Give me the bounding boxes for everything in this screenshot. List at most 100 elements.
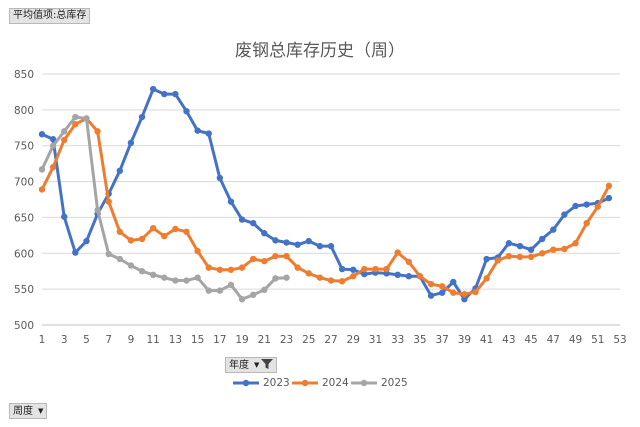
x-tick-label: 45 bbox=[524, 334, 537, 346]
y-tick-label: 500 bbox=[14, 320, 34, 332]
data-point-2024 bbox=[305, 270, 312, 277]
x-tick-label: 49 bbox=[569, 334, 582, 346]
x-tick-label: 1 bbox=[39, 334, 46, 346]
data-point-2023 bbox=[83, 237, 90, 245]
data-point-2023 bbox=[550, 226, 557, 233]
data-point-2024 bbox=[138, 235, 146, 243]
y-tick-label: 600 bbox=[14, 248, 34, 260]
data-point-2024 bbox=[294, 264, 301, 271]
x-tick-label: 29 bbox=[347, 334, 360, 346]
x-tick-label: 11 bbox=[146, 334, 159, 346]
series-line-2025 bbox=[40, 115, 288, 301]
data-point-2024 bbox=[105, 198, 112, 205]
x-tick-label: 23 bbox=[280, 334, 293, 346]
data-point-2025 bbox=[249, 291, 257, 299]
data-point-2024 bbox=[49, 164, 57, 171]
data-point-2023 bbox=[461, 295, 468, 303]
legend-item-2024: 2024 bbox=[291, 376, 351, 390]
data-point-2024 bbox=[483, 275, 490, 282]
x-tick-label: 7 bbox=[105, 334, 112, 346]
data-point-2023 bbox=[561, 211, 568, 218]
year-field-label: 年度 bbox=[229, 360, 249, 371]
legend-item-2025: 2025 bbox=[350, 376, 410, 390]
data-point-2025 bbox=[38, 166, 46, 173]
x-tick-label: 27 bbox=[324, 334, 337, 346]
data-point-2024 bbox=[494, 257, 501, 264]
x-tick-label: 5 bbox=[83, 334, 90, 346]
data-point-2024 bbox=[249, 255, 257, 263]
data-point-2024 bbox=[416, 273, 424, 280]
data-point-2024 bbox=[461, 290, 468, 298]
y-tick-label: 750 bbox=[14, 141, 34, 153]
filter-icon bbox=[261, 359, 274, 369]
data-point-2025 bbox=[227, 281, 235, 289]
data-point-2024 bbox=[183, 228, 190, 235]
y-tick-label: 800 bbox=[14, 105, 34, 117]
legend-label: 2025 bbox=[381, 377, 408, 389]
x-tick-label: 13 bbox=[169, 334, 182, 346]
data-point-2024 bbox=[338, 278, 346, 285]
data-point-2024 bbox=[350, 273, 357, 280]
data-point-2024 bbox=[327, 277, 335, 284]
legend-swatch bbox=[233, 379, 259, 387]
x-tick-label: 51 bbox=[591, 334, 604, 346]
data-point-2025 bbox=[61, 128, 68, 135]
data-point-2024 bbox=[227, 266, 235, 273]
data-point-2023 bbox=[183, 108, 190, 115]
data-point-2024 bbox=[527, 253, 535, 261]
data-point-2023 bbox=[261, 230, 268, 237]
data-point-2023 bbox=[438, 289, 446, 296]
data-point-2025 bbox=[149, 271, 157, 278]
data-point-2023 bbox=[272, 237, 279, 244]
data-point-2023 bbox=[227, 198, 235, 205]
data-point-2023 bbox=[505, 240, 513, 247]
data-point-2024 bbox=[550, 246, 557, 253]
data-point-2025 bbox=[205, 287, 212, 294]
data-point-2025 bbox=[83, 115, 90, 122]
data-point-2023 bbox=[361, 270, 368, 278]
data-point-2024 bbox=[172, 225, 179, 233]
data-point-2025 bbox=[94, 207, 101, 214]
data-point-2024 bbox=[38, 186, 46, 193]
x-tick-label: 37 bbox=[435, 334, 448, 346]
data-point-2024 bbox=[405, 258, 413, 266]
data-point-2023 bbox=[572, 202, 579, 210]
data-point-2023 bbox=[138, 113, 146, 121]
data-point-2025 bbox=[183, 277, 190, 284]
data-point-2025 bbox=[72, 113, 79, 121]
data-point-2025 bbox=[138, 268, 146, 275]
data-point-2024 bbox=[361, 265, 368, 273]
data-point-2024 bbox=[149, 224, 157, 232]
data-point-2024 bbox=[205, 264, 212, 271]
data-point-2024 bbox=[238, 264, 246, 271]
data-point-2024 bbox=[438, 283, 446, 290]
data-point-2024 bbox=[583, 219, 590, 227]
data-point-2023 bbox=[394, 271, 401, 278]
x-tick-label: 39 bbox=[458, 334, 471, 346]
year-field-button[interactable]: 年度 ▼ bbox=[225, 357, 278, 373]
data-point-2024 bbox=[505, 252, 513, 260]
data-point-2025 bbox=[238, 295, 246, 303]
dropdown-arrow-icon: ▼ bbox=[38, 407, 44, 415]
data-point-2024 bbox=[61, 136, 68, 144]
legend-swatch bbox=[292, 379, 318, 387]
data-point-2023 bbox=[38, 131, 46, 138]
data-point-2024 bbox=[72, 121, 79, 128]
data-point-2025 bbox=[272, 275, 279, 282]
x-tick-label: 33 bbox=[391, 334, 404, 346]
legend-swatch bbox=[351, 379, 377, 387]
x-tick-label: 25 bbox=[302, 334, 315, 346]
x-tick-label: 17 bbox=[213, 334, 226, 346]
x-tick-label: 41 bbox=[480, 334, 493, 346]
week-field-button[interactable]: 周度 ▼ bbox=[9, 403, 48, 419]
data-point-2025 bbox=[216, 287, 224, 294]
data-point-2023 bbox=[405, 273, 413, 280]
x-tick-label: 9 bbox=[128, 334, 135, 346]
data-point-2023 bbox=[127, 139, 135, 147]
data-point-2025 bbox=[116, 255, 124, 263]
data-point-2023 bbox=[216, 174, 224, 182]
value-field-button[interactable]: 平均值项:总库存 bbox=[9, 8, 91, 24]
x-tick-label: 53 bbox=[613, 334, 626, 346]
data-point-2024 bbox=[427, 280, 435, 288]
